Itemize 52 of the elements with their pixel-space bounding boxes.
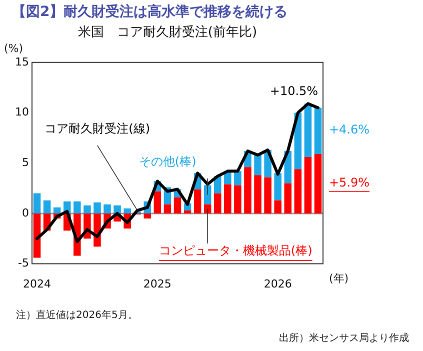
y-tick-label: 0 (22, 206, 29, 220)
y-tick-label: 10 (14, 106, 29, 119)
text: コア耐久財受注(線) (44, 122, 150, 136)
x-tick-label: 2025 (143, 277, 172, 290)
bar (174, 197, 182, 214)
bar (124, 208, 131, 214)
bar (94, 202, 101, 214)
chart-title: 【図2】耐久財受注は高水準で推移を続ける (12, 3, 288, 20)
bar (114, 205, 121, 214)
y-tick-label: 15 (14, 55, 29, 68)
y-tick-label: -5 (18, 256, 29, 270)
bar (144, 213, 152, 218)
bar (254, 154, 262, 176)
annotation: +10.5% (270, 84, 318, 98)
bar (294, 169, 302, 214)
bar (184, 210, 192, 214)
bar (304, 157, 312, 214)
bar (33, 193, 41, 214)
bar (194, 189, 202, 214)
text: +4.6% (329, 122, 370, 137)
bar (314, 154, 322, 214)
bar (234, 185, 242, 214)
bar (274, 173, 282, 200)
x-axis-title: (年) (329, 272, 349, 286)
bar (154, 191, 162, 214)
text: コンピュータ・機械製品(棒) (158, 244, 312, 258)
bar (304, 104, 312, 158)
bar (43, 200, 51, 214)
bar (224, 184, 232, 214)
y-tick-label: 5 (22, 156, 29, 169)
bar (274, 200, 282, 214)
y-axis-title: (%) (4, 42, 24, 55)
bar (234, 171, 242, 186)
bar (74, 201, 81, 214)
text: 注）直近値は2026年5月。 (16, 308, 138, 322)
bar (214, 193, 222, 214)
bar (244, 167, 252, 214)
bar (264, 177, 272, 214)
text: +5.9% (329, 176, 370, 190)
bar (284, 183, 292, 214)
bar (33, 213, 41, 258)
x-tick-label: 2024 (23, 277, 52, 290)
bar (104, 204, 111, 214)
chart-subtitle: 米国 コア耐久財受注(前年比) (78, 24, 258, 40)
bar (314, 108, 322, 154)
bar (164, 204, 172, 214)
bar (84, 205, 91, 214)
x-tick-label: 2026 (264, 277, 292, 290)
text: 出所）米センサス局より作成 (279, 332, 409, 345)
series-label: その他(棒) (138, 154, 196, 169)
bar (53, 207, 61, 214)
bar (254, 175, 262, 214)
